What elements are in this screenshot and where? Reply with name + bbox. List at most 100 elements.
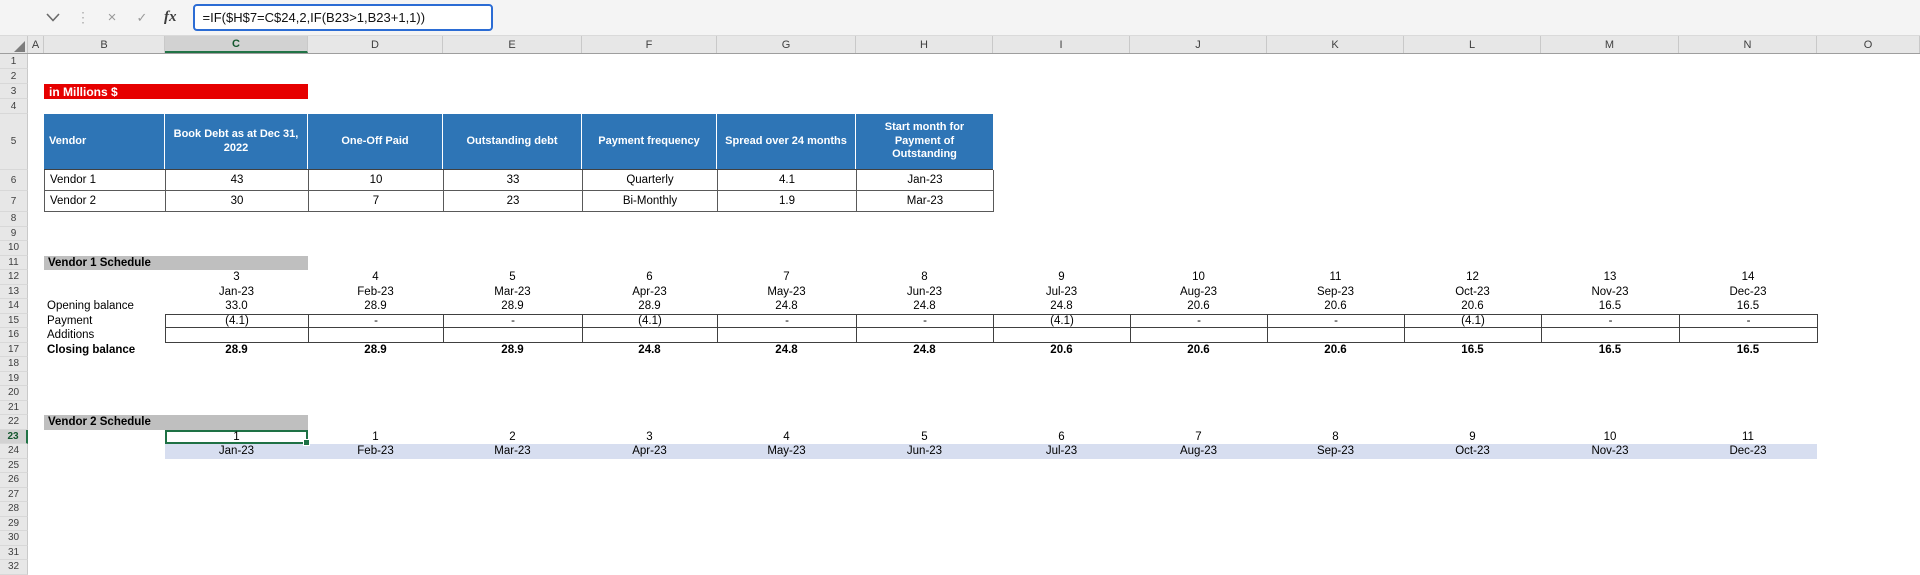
additions-cell[interactable] [718,328,857,343]
payment-cell[interactable]: - [1542,314,1680,328]
additions-cell[interactable] [1268,328,1405,343]
counter-cell[interactable]: 1 [372,430,379,443]
cell[interactable] [28,314,44,329]
row-header[interactable]: 18 [0,357,28,372]
counter-cell[interactable]: 6 [646,271,653,284]
month-cell[interactable]: Sep-23 [1316,285,1355,298]
row-header[interactable]: 24 [0,444,28,459]
row-header[interactable]: 22 [0,415,28,430]
month-cell[interactable]: Jul-23 [1045,285,1078,298]
payment-frequency-cell[interactable]: Quarterly [583,170,718,191]
start-month-cell[interactable]: Mar-23 [857,191,994,212]
month-cell[interactable]: Jun-23 [906,445,943,458]
row-header[interactable]: 11 [0,255,28,270]
closing-balance-cell[interactable]: 16.5 [1736,343,1760,356]
month-cell[interactable]: Nov-23 [1591,285,1629,298]
column-header[interactable]: E [443,36,582,53]
select-all-corner[interactable] [0,36,28,53]
month-cell[interactable]: Apr-23 [632,445,667,458]
counter-cell[interactable]: 12 [1466,271,1479,284]
one-off-paid-cell[interactable]: 7 [309,191,444,212]
counter-cell[interactable]: 4 [372,271,379,284]
additions-cell[interactable] [166,328,309,343]
payment-label[interactable]: Payment [47,314,93,327]
cell[interactable] [28,285,44,300]
column-header[interactable]: N [1679,36,1817,53]
closing-balance-cell[interactable]: 28.9 [501,343,524,356]
cell[interactable] [28,299,44,314]
month-cell[interactable]: Jan-23 [218,285,255,298]
one-off-paid-cell[interactable]: 10 [309,170,444,191]
cell[interactable] [44,430,165,445]
row-header[interactable]: 10 [0,241,28,256]
book-debt-cell[interactable]: 30 [166,191,309,212]
closing-balance-cell[interactable]: 16.5 [1461,343,1484,356]
counter-cell[interactable]: 5 [509,271,516,284]
cell[interactable] [44,270,165,285]
row-header[interactable]: 31 [0,545,28,560]
column-header[interactable]: L [1404,36,1541,53]
header-cell-outstanding-debt[interactable]: Outstanding debt [443,114,582,169]
month-cell[interactable]: May-23 [767,445,806,458]
additions-cell[interactable] [444,328,583,343]
formula-input[interactable] [192,4,493,31]
counter-cell[interactable]: 11 [1329,271,1342,284]
row-header[interactable]: 12 [0,270,28,285]
row-header-selected[interactable]: 23 [0,429,28,444]
counter-cell[interactable]: 9 [1058,271,1065,284]
insert-function-icon[interactable]: fx [164,9,177,25]
opening-balance-cell[interactable]: 20.6 [1324,300,1347,313]
cell[interactable] [44,444,165,459]
row-header[interactable]: 28 [0,502,28,517]
outstanding-debt-cell[interactable]: 33 [444,170,583,191]
row-header[interactable]: 26 [0,473,28,488]
row-header[interactable]: 32 [0,560,28,575]
closing-balance-cell[interactable]: 20.6 [1324,343,1347,356]
row-header[interactable]: 8 [0,212,28,227]
cell[interactable] [28,191,44,212]
month-cell[interactable]: Mar-23 [494,285,531,298]
header-cell-spread[interactable]: Spread over 24 months [717,114,856,169]
payment-cell[interactable]: (4.1) [994,314,1131,328]
opening-balance-cell[interactable]: 33.0 [225,300,248,313]
opening-balance-cell[interactable]: 28.9 [364,300,387,313]
counter-cell[interactable]: 6 [1058,430,1065,443]
cell[interactable] [28,430,44,445]
start-month-cell[interactable]: Jan-23 [857,170,994,191]
month-cell[interactable]: Jan-23 [218,445,255,458]
additions-label[interactable]: Additions [47,329,95,342]
month-cell[interactable]: Sep-23 [1316,445,1355,458]
month-cell[interactable]: Dec-23 [1729,285,1767,298]
closing-balance-cell[interactable]: 16.5 [1598,343,1622,356]
row-header[interactable]: 13 [0,284,28,299]
row-header[interactable]: 16 [0,328,28,343]
column-header[interactable]: M [1541,36,1679,53]
additions-cell[interactable] [1405,328,1542,343]
cell[interactable] [28,270,44,285]
cell[interactable] [44,285,165,300]
payment-frequency-cell[interactable]: Bi-Monthly [583,191,718,212]
header-cell-start-month[interactable]: Start month for Payment of Outstanding [884,120,965,161]
cell[interactable] [28,343,44,358]
cell[interactable] [28,444,44,459]
row-header[interactable]: 21 [0,400,28,415]
closing-balance-cell[interactable]: 28.9 [364,343,387,356]
counter-cell[interactable]: 14 [1741,271,1755,284]
header-cell-one-off-paid[interactable]: One-Off Paid [308,114,443,169]
row-header[interactable]: 27 [0,487,28,502]
payment-cell[interactable]: (4.1) [1405,314,1542,328]
row-header[interactable]: 9 [0,226,28,241]
opening-balance-cell[interactable]: 16.5 [1736,300,1760,313]
month-cell[interactable]: Nov-23 [1591,445,1629,458]
month-cell[interactable]: Mar-23 [494,445,531,458]
opening-balance-label[interactable]: Opening balance [47,300,134,313]
row-header[interactable]: 30 [0,531,28,546]
additions-cell[interactable] [994,328,1131,343]
closing-balance-cell[interactable]: 24.8 [913,343,936,356]
closing-balance-cell[interactable]: 28.9 [225,343,248,356]
month-cell[interactable]: Aug-23 [1179,445,1218,458]
counter-cell[interactable]: 8 [921,271,928,284]
month-cell[interactable]: Apr-23 [632,285,667,298]
column-header[interactable]: J [1130,36,1267,53]
counter-cell[interactable]: 1 [165,430,310,446]
